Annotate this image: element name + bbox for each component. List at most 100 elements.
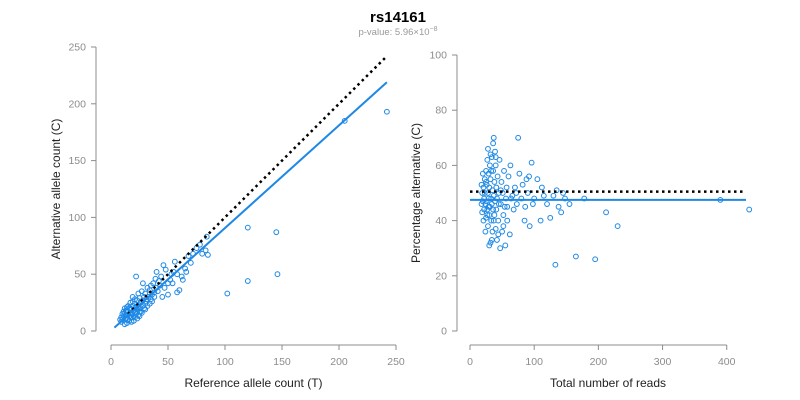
data-point — [592, 256, 599, 263]
data-point — [504, 203, 511, 210]
data-point — [182, 265, 189, 272]
x-axis-title: Total number of reads — [550, 376, 666, 390]
data-point — [171, 258, 178, 265]
reference-line — [127, 55, 388, 315]
data-point — [244, 278, 251, 284]
data-point — [494, 237, 500, 243]
data-point — [489, 228, 496, 235]
data-point — [530, 201, 536, 207]
data-point — [508, 195, 514, 202]
fit-line — [113, 81, 388, 329]
data-point — [488, 237, 495, 243]
data-point — [151, 294, 158, 300]
data-point — [341, 117, 348, 124]
data-point — [497, 245, 504, 252]
x-tick-label: 200 — [590, 356, 608, 368]
x-tick-label: 0 — [467, 356, 473, 368]
x-axis-title: Reference allele count (T) — [184, 376, 322, 390]
data-point — [483, 179, 489, 185]
data-point — [507, 162, 514, 169]
p-value-exponent: −8 — [430, 26, 438, 33]
data-point — [501, 168, 507, 174]
data-point — [478, 181, 485, 188]
data-point — [528, 159, 535, 166]
data-point — [142, 306, 149, 313]
data-point — [506, 231, 513, 238]
data-point — [500, 223, 507, 230]
data-point — [553, 187, 560, 194]
x-tick-label: 250 — [387, 356, 405, 368]
data-point — [159, 294, 166, 300]
data-point — [485, 190, 491, 196]
data-point — [493, 184, 500, 191]
data-point — [496, 156, 503, 163]
data-point — [505, 173, 512, 180]
data-point — [178, 273, 185, 280]
data-point — [504, 217, 511, 224]
y-tick-label: 0 — [441, 326, 447, 338]
data-point — [149, 298, 155, 305]
y-tick-label: 80 — [435, 105, 447, 117]
data-point — [169, 280, 176, 287]
data-point — [488, 195, 495, 202]
data-point — [494, 173, 501, 180]
data-point — [199, 250, 206, 257]
p-value-subtitle: p-value: 5.96×10−8 — [358, 26, 437, 38]
data-point — [179, 276, 186, 283]
data-point — [614, 223, 621, 230]
data-point — [503, 184, 510, 191]
data-point — [152, 275, 159, 282]
data-point — [501, 203, 508, 210]
data-point — [488, 217, 495, 224]
data-point — [492, 225, 499, 232]
data-point — [550, 192, 557, 199]
allele-count-scatter: 0 50 100 150 200 250 0 50 100 150 200 250 Reference … — [49, 42, 405, 391]
y-tick-label: 100 — [429, 50, 447, 62]
data-point — [484, 206, 491, 213]
data-point — [165, 291, 171, 298]
y-tick-label: 60 — [435, 160, 447, 172]
data-point — [162, 266, 169, 273]
data-point — [518, 195, 525, 202]
y-tick-label: 150 — [68, 155, 86, 167]
data-point — [133, 273, 139, 280]
data-point — [144, 284, 151, 291]
data-point — [478, 201, 485, 207]
data-point — [486, 162, 493, 169]
data-point — [490, 206, 497, 213]
data-point — [481, 190, 488, 196]
data-point — [138, 309, 145, 316]
data-point — [540, 192, 547, 199]
data-point — [537, 217, 544, 224]
x-tick-label: 400 — [718, 356, 736, 368]
data-point — [224, 290, 231, 297]
data-point — [479, 170, 486, 177]
data-point — [573, 253, 579, 260]
data-point — [513, 190, 520, 196]
data-point — [485, 203, 492, 210]
data-point — [555, 203, 562, 210]
data-point — [544, 201, 550, 207]
data-point — [121, 321, 128, 328]
data-point — [174, 289, 181, 296]
data-point — [516, 170, 523, 177]
x-tick-label: 300 — [654, 356, 672, 368]
data-point — [488, 154, 495, 161]
y-tick-label: 0 — [80, 326, 86, 338]
plot-title: rs14161 — [370, 9, 426, 26]
y-tick-label: 100 — [68, 212, 86, 224]
data-point — [558, 209, 565, 216]
data-point — [497, 201, 504, 207]
data-point — [484, 156, 491, 163]
data-point — [492, 154, 499, 161]
data-point — [490, 140, 497, 147]
data-point — [479, 198, 486, 205]
data-point — [481, 195, 488, 202]
data-point — [538, 184, 545, 191]
data-point — [515, 134, 522, 141]
data-point — [205, 251, 211, 258]
data-point — [513, 201, 520, 207]
data-point — [498, 179, 505, 185]
x-tick-label: 0 — [108, 356, 114, 368]
